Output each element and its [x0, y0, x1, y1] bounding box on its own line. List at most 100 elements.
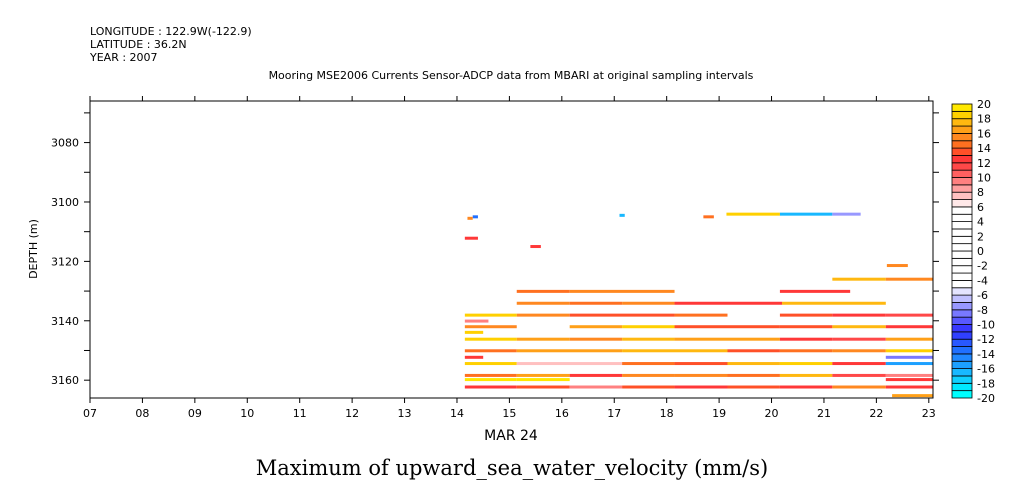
colorbar-label: 6: [977, 201, 984, 214]
colorbar-swatch: [951, 302, 973, 311]
colorbar-swatch: [951, 140, 973, 149]
colorbar-swatch: [951, 316, 973, 325]
y-tick-label: 3080: [51, 137, 79, 150]
data-segment: [674, 337, 780, 341]
colorbar-label: 18: [977, 113, 991, 126]
data-segment: [779, 385, 833, 389]
data-segment: [516, 313, 570, 317]
x-axis-label: MAR 24: [484, 428, 538, 444]
latitude-label: LATITUDE : 36.2N: [90, 38, 187, 51]
data-segment: [832, 325, 886, 329]
data-segment: [832, 337, 886, 341]
data-segment: [464, 373, 517, 377]
data-segment: [464, 330, 484, 334]
data-segment: [464, 385, 517, 389]
data-segment: [703, 215, 714, 219]
colorbar-label: 10: [977, 172, 991, 185]
colorbar-label: -10: [977, 319, 995, 332]
colorbar-swatch: [951, 235, 973, 245]
colorbar-label: -12: [977, 333, 995, 346]
data-segment: [727, 325, 780, 329]
year-label: YEAR : 2007: [89, 51, 158, 64]
colorbar-label: -4: [977, 274, 988, 287]
data-segment: [569, 325, 623, 329]
data-segment: [674, 362, 728, 366]
data-segment: [464, 313, 517, 317]
x-tick-label: 12: [345, 407, 359, 420]
colorbar-swatch: [951, 324, 973, 333]
data-segment: [569, 373, 623, 377]
data-segment: [516, 337, 570, 341]
x-tick-label: 17: [607, 407, 621, 420]
data-segment: [467, 216, 473, 220]
colorbar-label: 20: [977, 98, 991, 111]
data-segment: [726, 212, 780, 216]
data-segment: [516, 349, 623, 353]
data-segment: [832, 385, 886, 389]
colorbar-swatch: [951, 177, 973, 186]
plot-marks: [464, 212, 933, 398]
colorbar-label: 16: [977, 127, 991, 140]
data-segment: [885, 277, 933, 281]
colorbar-label: -2: [977, 260, 988, 273]
data-segment: [464, 319, 489, 323]
colorbar-swatch: [951, 382, 973, 392]
colorbar-swatch: [951, 118, 973, 127]
data-segment: [779, 373, 833, 377]
x-tick-label: 08: [135, 407, 149, 420]
colorbar-swatch: [951, 346, 973, 355]
data-segment: [674, 373, 728, 377]
colorbar-label: 4: [977, 216, 984, 229]
data-segment: [464, 378, 517, 382]
longitude-label: LONGITUDE : 122.9W(-122.9): [90, 25, 252, 38]
y-tick-label: 3100: [51, 196, 79, 209]
colorbar-swatch: [951, 221, 973, 230]
x-tick-label: 22: [869, 407, 883, 420]
colorbar-swatch: [951, 110, 973, 120]
data-segment: [464, 355, 484, 359]
colorbar-label: 0: [977, 245, 984, 258]
data-segment: [622, 385, 675, 389]
x-tick-label: 11: [293, 407, 307, 420]
data-segment: [727, 373, 780, 377]
bottom-title: Maximum of upward_sea_water_velocity (mm…: [256, 456, 768, 480]
data-segment: [832, 212, 861, 216]
colorbar-swatch: [951, 309, 973, 318]
x-tick-label: 20: [765, 407, 779, 420]
colorbar-swatch: [951, 199, 973, 208]
chart-title: Mooring MSE2006 Currents Sensor-ADCP dat…: [269, 69, 754, 82]
colorbar-swatch: [951, 125, 973, 134]
data-segment: [674, 313, 728, 317]
data-segment: [832, 349, 886, 353]
colorbar-swatch: [951, 360, 973, 369]
data-segment: [779, 337, 833, 341]
x-tick-label: 07: [83, 407, 97, 420]
colorbar-label: 14: [977, 142, 991, 155]
data-segment: [569, 385, 623, 389]
colorbar-label: -20: [977, 392, 995, 405]
data-segment: [516, 362, 623, 366]
data-segment: [885, 378, 933, 382]
data-segment: [622, 373, 675, 377]
data-segment: [622, 362, 675, 366]
data-segment: [622, 349, 728, 353]
colorbar-swatch: [951, 331, 973, 340]
x-tick-label: 13: [398, 407, 412, 420]
x-tick-label: 18: [660, 407, 674, 420]
data-segment: [832, 313, 886, 317]
colorbar-swatch: [951, 184, 973, 193]
x-tick-label: 21: [817, 407, 831, 420]
x-tick-label: 14: [450, 407, 464, 420]
colorbar-swatch: [951, 338, 973, 347]
data-segment: [892, 394, 933, 398]
data-segment: [779, 325, 833, 329]
colorbar-swatch: [951, 272, 973, 281]
data-segment: [464, 236, 478, 240]
colorbar-label: 2: [977, 230, 984, 243]
y-tick-label: 3140: [51, 315, 79, 328]
colorbar: 20181614121086420-2-4-6-8-10-12-14-16-18…: [951, 98, 995, 405]
data-segment: [779, 362, 833, 366]
data-segment: [885, 362, 933, 366]
data-segment: [779, 349, 833, 353]
data-segment: [832, 362, 886, 366]
